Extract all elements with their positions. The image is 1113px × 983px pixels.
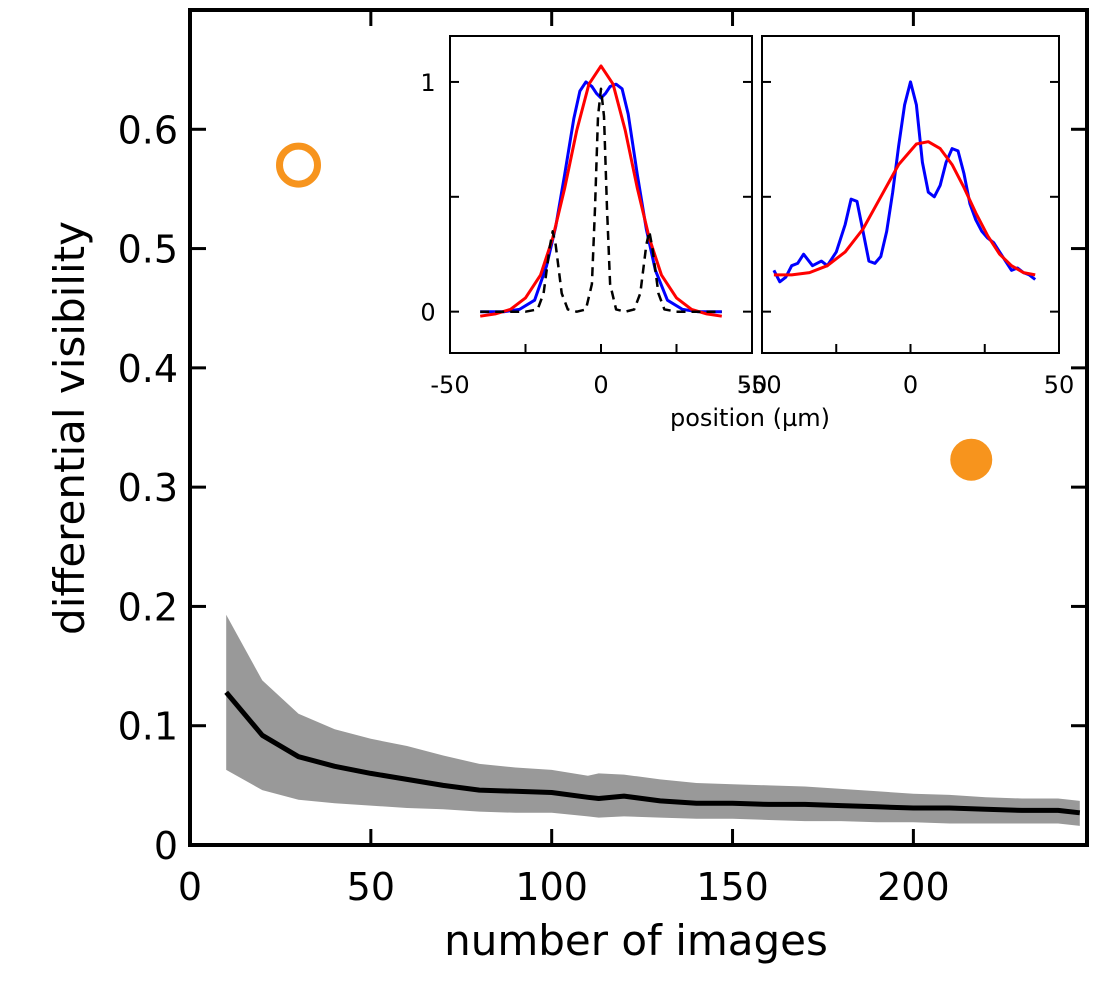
inset-x-tick-label: -50 <box>742 371 781 399</box>
filled-circle-point <box>950 438 993 481</box>
inset-right-ticks: -50 0 50 <box>742 80 1075 399</box>
x-tick-label: 0 <box>178 865 202 909</box>
inset-x-tick-label: 0 <box>593 371 608 399</box>
inset-left-ticks: -50 0 50 0 1 <box>420 69 767 399</box>
y-tick-label: 0 <box>154 824 178 868</box>
inset-y-tick-label: 1 <box>420 69 435 97</box>
mean-line <box>224 690 1081 816</box>
main-band <box>226 614 1080 826</box>
inset-left: -50 0 50 0 1 <box>420 35 767 399</box>
band-area <box>226 614 1080 826</box>
y-tick-label: 0.3 <box>118 466 178 510</box>
inset-dashed-curve <box>480 87 722 313</box>
x-axis-label: number of images <box>444 916 828 965</box>
inset-left-background <box>450 36 752 353</box>
x-tick-label: 200 <box>877 865 950 909</box>
x-tick-label: 150 <box>696 865 769 909</box>
inset-x-tick-label: 0 <box>903 371 918 399</box>
y-tick-label: 0.2 <box>118 585 178 629</box>
y-tick-label: 0.1 <box>118 705 178 749</box>
inset-x-tick-label: 50 <box>737 371 768 399</box>
y-tick-label: 0.5 <box>118 228 178 272</box>
inset-x-tick-label: -50 <box>430 371 469 399</box>
open-circle-point <box>276 142 322 188</box>
inset-red-curve <box>479 64 723 318</box>
main-frame <box>188 8 1089 847</box>
x-tick-label: 50 <box>347 865 395 909</box>
y-tick-label: 0.4 <box>118 347 178 391</box>
y-tick-label: 0.6 <box>118 108 178 152</box>
main-points <box>276 142 993 481</box>
inset-x-axis-label: position (µm) <box>670 404 830 432</box>
inset-right: -50 0 50 <box>742 35 1075 399</box>
inset-right-background <box>762 36 1059 353</box>
y-axis-label: differential visibility <box>45 221 94 635</box>
x-tick-label: 100 <box>515 865 588 909</box>
inset-y-tick-label: 0 <box>420 299 435 327</box>
inset-red-curve <box>773 140 1036 277</box>
inset-x-tick-label: 50 <box>1044 371 1075 399</box>
main-line <box>224 690 1081 816</box>
inset-left-lines <box>479 64 723 318</box>
inset-right-lines <box>772 80 1037 284</box>
